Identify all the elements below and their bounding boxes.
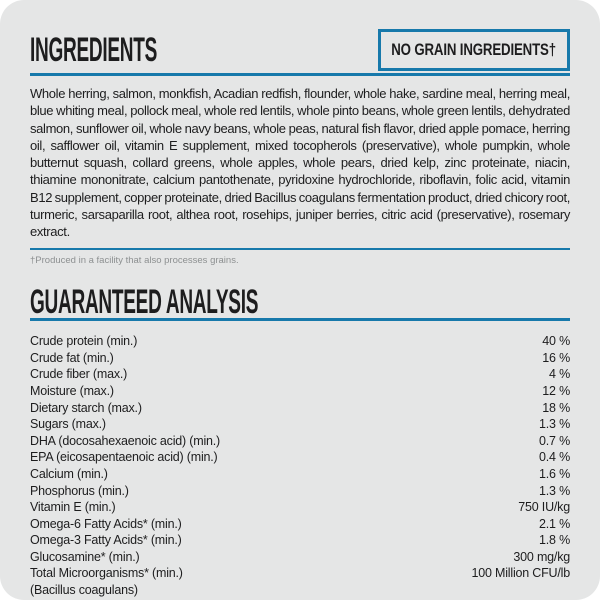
ingredients-header: INGREDIENTS NO GRAIN INGREDIENTS† (30, 28, 570, 72)
analysis-value: 16 % (542, 350, 570, 365)
analysis-row: Crude fat (min.) 16 % (30, 350, 570, 367)
analysis-row: Phosphorus (min.) 1.3 % (30, 483, 570, 500)
analysis-value: 0.7 % (539, 433, 570, 448)
analysis-row: Omega-6 Fatty Acids* (min.) 2.1 % (30, 516, 570, 533)
analysis-label: Vitamin E (min.) (30, 500, 116, 515)
guaranteed-analysis-title-text: GUARANTEED ANALYSIS (30, 282, 259, 321)
analysis-value: 750 IU/kg (518, 500, 570, 515)
analysis-row: Sugars (max.) 1.3 % (30, 416, 570, 433)
analysis-label: Crude fat (min.) (30, 350, 114, 365)
analysis-label: DHA (docosahexaenoic acid) (min.) (30, 433, 221, 448)
analysis-row: Calcium (min.) 1.6 % (30, 466, 570, 483)
analysis-label: Omega-3 Fatty Acids* (min.) (30, 533, 182, 548)
analysis-row: Dietary starch (max.) 18 % (30, 400, 570, 417)
analysis-label: Sugars (max.) (30, 417, 106, 432)
analysis-value: 1.8 % (539, 533, 570, 548)
no-grain-badge-label: NO GRAIN INGREDIENTS† (391, 40, 557, 59)
analysis-label: Crude protein (min.) (30, 334, 138, 349)
analysis-row: (Bacillus coagulans) (30, 582, 570, 599)
analysis-value: 12 % (542, 383, 570, 398)
guaranteed-analysis-title: GUARANTEED ANALYSIS (30, 282, 570, 321)
analysis-value: 18 % (542, 400, 570, 415)
analysis-label: EPA (eicosapentaenoic acid) (min.) (30, 450, 218, 465)
analysis-row: Vitamin E (min.) 750 IU/kg (30, 499, 570, 516)
grain-facility-footnote: †Produced in a facility that also proces… (30, 255, 239, 267)
analysis-row: DHA (docosahexaenoic acid) (min.) 0.7 % (30, 433, 570, 450)
ingredients-title-text: INGREDIENTS (30, 31, 158, 69)
analysis-label: Glucosamine* (min.) (30, 549, 140, 564)
analysis-value: 1.6 % (539, 466, 570, 481)
analysis-label: Total Microorganisms* (min.) (30, 566, 183, 581)
analysis-row: Crude fiber (max.) 4 % (30, 366, 570, 383)
analysis-value: 300 mg/kg (513, 549, 570, 564)
analysis-label: (Bacillus coagulans) (30, 583, 138, 598)
no-grain-badge: NO GRAIN INGREDIENTS† (378, 29, 570, 71)
analysis-value: 1.3 % (539, 417, 570, 432)
ingredients-text: Whole herring, salmon, monkfish, Acadian… (30, 86, 570, 240)
ingredients-title: INGREDIENTS (30, 33, 257, 67)
analysis-label: Moisture (max.) (30, 383, 114, 398)
analysis-row: Omega-3 Fatty Acids* (min.) 1.8 % (30, 532, 570, 549)
analysis-label: Dietary starch (max.) (30, 400, 142, 415)
guaranteed-analysis-divider (30, 318, 570, 322)
analysis-label: Crude fiber (max.) (30, 367, 128, 382)
analysis-row: EPA (eicosapentaenoic acid) (min.) 0.4 % (30, 449, 570, 466)
analysis-label: Phosphorus (min.) (30, 483, 129, 498)
analysis-row: Crude protein (min.) 40 % (30, 333, 570, 350)
analysis-value: 0.4 % (539, 450, 570, 465)
analysis-label: Calcium (min.) (30, 466, 108, 481)
analysis-row: Total Microorganisms* (min.) 100 Million … (30, 565, 570, 582)
analysis-value: 1.3 % (539, 483, 570, 498)
ingredients-divider (30, 73, 570, 76)
analysis-table: Crude protein (min.) 40 % Crude fat (min.)… (30, 333, 570, 599)
analysis-value: 4 % (549, 367, 570, 382)
analysis-row: Moisture (max.) 12 % (30, 383, 570, 400)
analysis-label: Omega-6 Fatty Acids* (min.) (30, 516, 182, 531)
analysis-value: 40 % (542, 334, 570, 349)
footnote-divider (30, 247, 570, 251)
analysis-row: Glucosamine* (min.) 300 mg/kg (30, 549, 570, 566)
analysis-value: 2.1 % (539, 516, 570, 531)
analysis-value: 100 Million CFU/lb (471, 566, 570, 581)
